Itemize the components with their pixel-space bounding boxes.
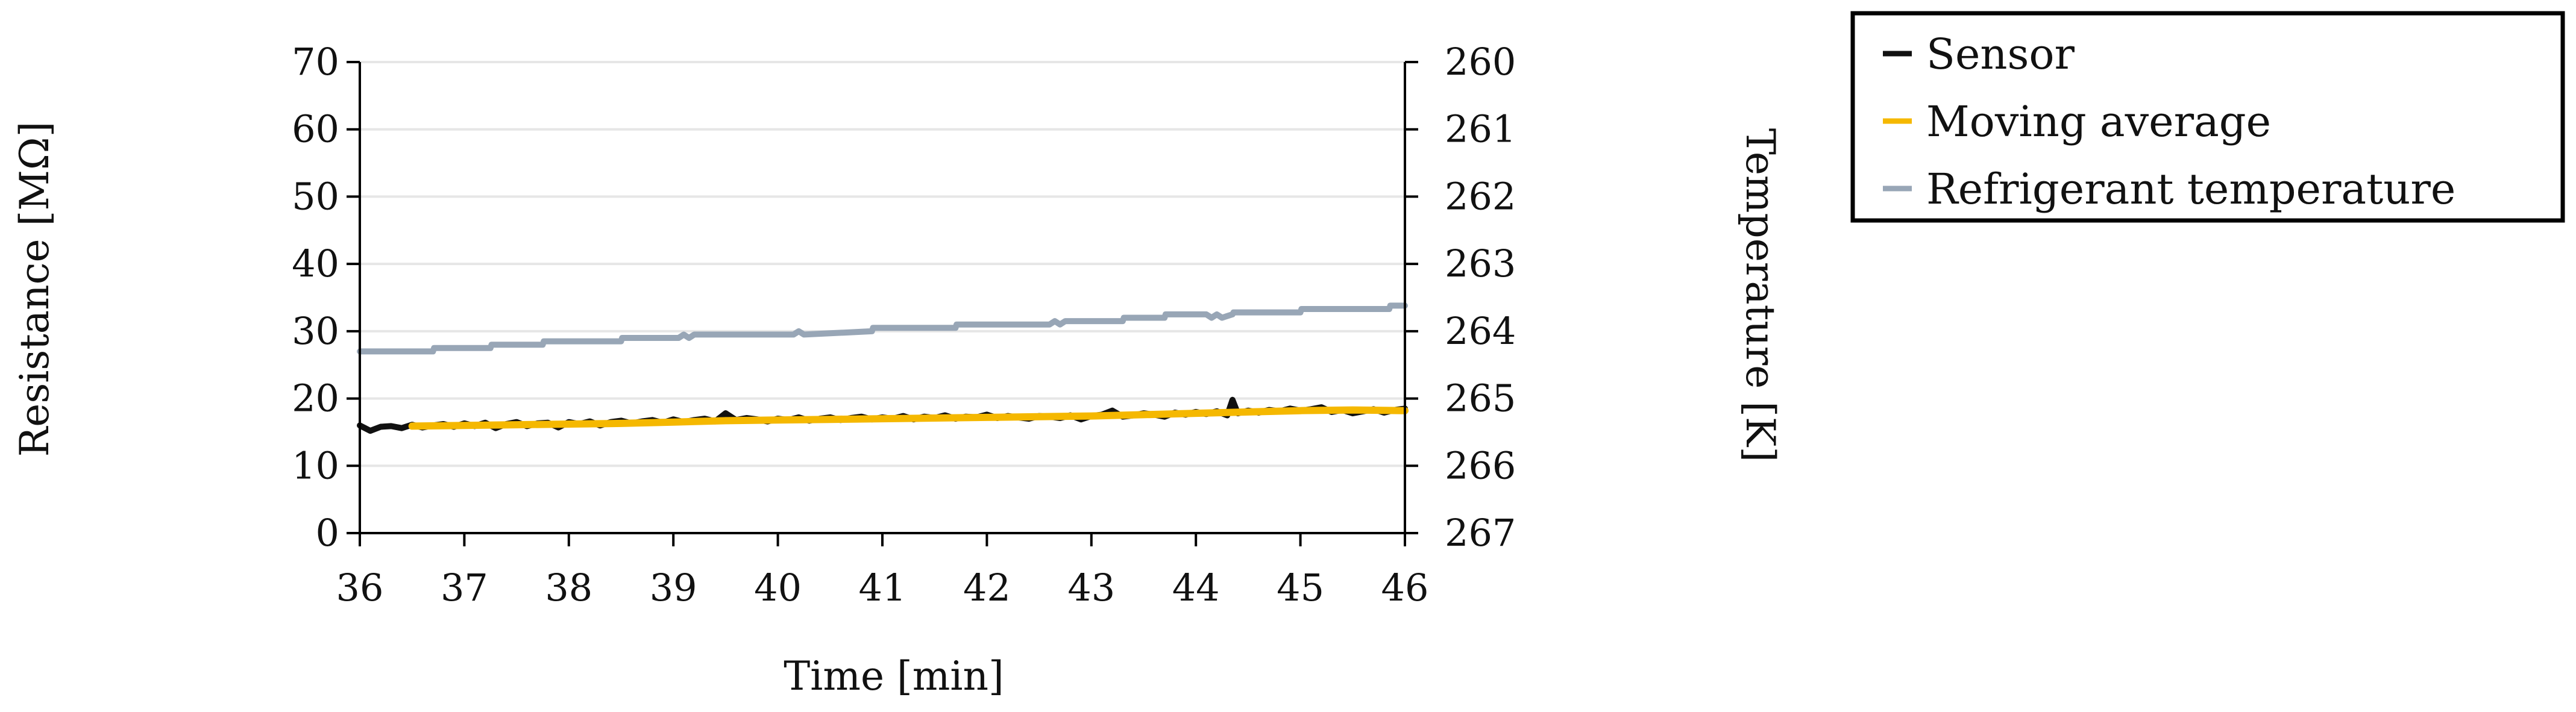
x-tick-label: 46: [1381, 566, 1429, 610]
x-tick-label: 36: [336, 566, 384, 610]
x-tick-label: 45: [1277, 566, 1324, 610]
y-left-axis-title: Resistance [MΩ]: [11, 122, 58, 457]
series-line-moving-average: [412, 410, 1405, 426]
tick-labels: 0 10 20 30 40 50 60 70 267 266 265 264 263 262 261 260 3…: [292, 40, 1516, 610]
axes: [347, 62, 1418, 546]
y-right-tick-label: 265: [1445, 376, 1516, 420]
x-tick-label: 40: [754, 566, 802, 610]
y-left-tick-label: 10: [292, 443, 339, 487]
gridlines: [360, 62, 1405, 466]
y-left-tick-label: 70: [292, 40, 339, 84]
y-left-tick-label: 40: [292, 242, 339, 286]
y-left-tick-label: 60: [292, 107, 339, 151]
x-tick-label: 43: [1067, 566, 1115, 610]
x-tick-label: 44: [1172, 566, 1220, 610]
series-layer: [360, 305, 1405, 431]
y-left-tick-label: 30: [292, 309, 339, 353]
y-left-tick-label: 50: [292, 174, 339, 218]
y-left-tick-label: 0: [316, 511, 339, 555]
x-tick-label: 39: [650, 566, 697, 610]
series-line-refrigerant-temperature: [360, 305, 1405, 351]
x-tick-label: 41: [859, 566, 906, 610]
legend-label: Sensor: [1926, 30, 2075, 79]
legend: Sensor Moving average Refrigerant temperat…: [1853, 13, 2563, 220]
y-right-tick-label: 262: [1445, 174, 1516, 218]
legend-label: Moving average: [1926, 97, 2271, 146]
y-right-tick-label: 266: [1445, 443, 1516, 487]
y-right-tick-label: 263: [1445, 242, 1516, 286]
x-tick-label: 37: [441, 566, 488, 610]
y-right-tick-label: 261: [1445, 107, 1516, 151]
legend-label: Refrigerant temperature: [1926, 164, 2455, 214]
x-tick-label: 42: [963, 566, 1011, 610]
y-right-tick-label: 264: [1445, 309, 1516, 353]
x-tick-label: 38: [545, 566, 592, 610]
x-axis-title: Time [min]: [784, 653, 1004, 699]
y-right-tick-label: 267: [1445, 511, 1516, 555]
y-right-axis-title: Temperature [K]: [1737, 128, 1783, 462]
y-left-tick-label: 20: [292, 376, 339, 420]
y-right-tick-label: 260: [1445, 40, 1516, 84]
